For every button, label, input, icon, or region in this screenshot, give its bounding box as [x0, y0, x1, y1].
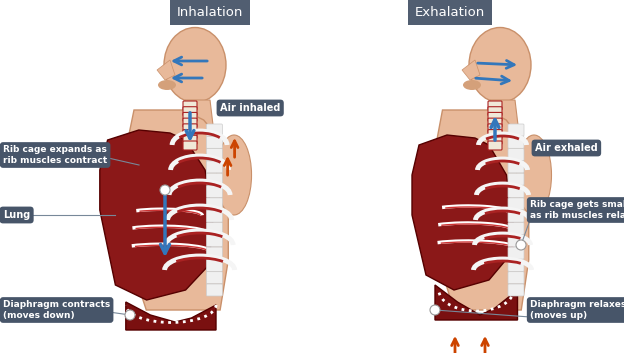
Polygon shape — [157, 60, 175, 80]
FancyBboxPatch shape — [183, 130, 197, 139]
FancyBboxPatch shape — [183, 118, 197, 127]
FancyBboxPatch shape — [508, 210, 524, 222]
FancyBboxPatch shape — [508, 124, 524, 136]
FancyBboxPatch shape — [183, 135, 197, 144]
Ellipse shape — [158, 80, 176, 90]
FancyBboxPatch shape — [207, 186, 222, 198]
FancyBboxPatch shape — [508, 136, 524, 148]
Polygon shape — [126, 302, 216, 330]
FancyBboxPatch shape — [207, 222, 222, 234]
Polygon shape — [490, 100, 518, 125]
Text: Inhalation: Inhalation — [177, 6, 243, 18]
Ellipse shape — [217, 135, 251, 215]
FancyBboxPatch shape — [508, 161, 524, 173]
FancyBboxPatch shape — [488, 135, 502, 144]
Ellipse shape — [517, 135, 552, 215]
FancyBboxPatch shape — [508, 247, 524, 259]
FancyBboxPatch shape — [488, 141, 502, 150]
FancyBboxPatch shape — [183, 112, 197, 121]
Circle shape — [430, 305, 440, 315]
Text: Air exhaled: Air exhaled — [535, 143, 598, 153]
Polygon shape — [122, 110, 228, 310]
FancyBboxPatch shape — [207, 161, 222, 173]
FancyBboxPatch shape — [508, 222, 524, 234]
Text: Exhalation: Exhalation — [415, 6, 485, 18]
Circle shape — [160, 185, 170, 195]
FancyBboxPatch shape — [207, 272, 222, 284]
FancyBboxPatch shape — [183, 124, 197, 133]
Ellipse shape — [469, 28, 531, 102]
Polygon shape — [462, 60, 480, 80]
FancyBboxPatch shape — [207, 210, 222, 222]
FancyBboxPatch shape — [508, 149, 524, 161]
FancyBboxPatch shape — [508, 259, 524, 271]
FancyBboxPatch shape — [183, 107, 197, 116]
Text: Air inhaled: Air inhaled — [220, 103, 280, 113]
FancyBboxPatch shape — [508, 235, 524, 247]
Polygon shape — [435, 285, 517, 320]
FancyBboxPatch shape — [207, 247, 222, 259]
FancyBboxPatch shape — [207, 173, 222, 185]
Text: Rib cage expands as
rib muscles contract: Rib cage expands as rib muscles contract — [3, 145, 107, 165]
FancyBboxPatch shape — [207, 124, 222, 136]
Text: Diaphragm contracts
(moves down): Diaphragm contracts (moves down) — [3, 300, 110, 320]
Circle shape — [125, 310, 135, 320]
FancyBboxPatch shape — [488, 124, 502, 133]
FancyBboxPatch shape — [488, 107, 502, 116]
FancyBboxPatch shape — [183, 141, 197, 150]
FancyBboxPatch shape — [508, 284, 524, 296]
FancyBboxPatch shape — [207, 259, 222, 271]
FancyBboxPatch shape — [207, 284, 222, 296]
FancyBboxPatch shape — [183, 101, 197, 110]
Polygon shape — [412, 135, 514, 290]
FancyBboxPatch shape — [488, 118, 502, 127]
FancyBboxPatch shape — [488, 112, 502, 121]
Text: Lung: Lung — [3, 210, 30, 220]
Polygon shape — [100, 130, 213, 300]
FancyBboxPatch shape — [508, 272, 524, 284]
FancyBboxPatch shape — [207, 136, 222, 148]
Polygon shape — [431, 110, 529, 310]
FancyBboxPatch shape — [207, 149, 222, 161]
Text: Rib cage gets smaller
as rib muscles relax: Rib cage gets smaller as rib muscles rel… — [530, 200, 624, 220]
FancyBboxPatch shape — [207, 198, 222, 210]
FancyBboxPatch shape — [488, 130, 502, 139]
Text: Diaphragm relaxes
(moves up): Diaphragm relaxes (moves up) — [530, 300, 624, 320]
Polygon shape — [185, 100, 213, 125]
Ellipse shape — [463, 80, 481, 90]
Ellipse shape — [164, 28, 226, 102]
Circle shape — [516, 240, 526, 250]
FancyBboxPatch shape — [488, 101, 502, 110]
FancyBboxPatch shape — [508, 173, 524, 185]
FancyBboxPatch shape — [508, 186, 524, 198]
FancyBboxPatch shape — [207, 235, 222, 247]
FancyBboxPatch shape — [508, 198, 524, 210]
